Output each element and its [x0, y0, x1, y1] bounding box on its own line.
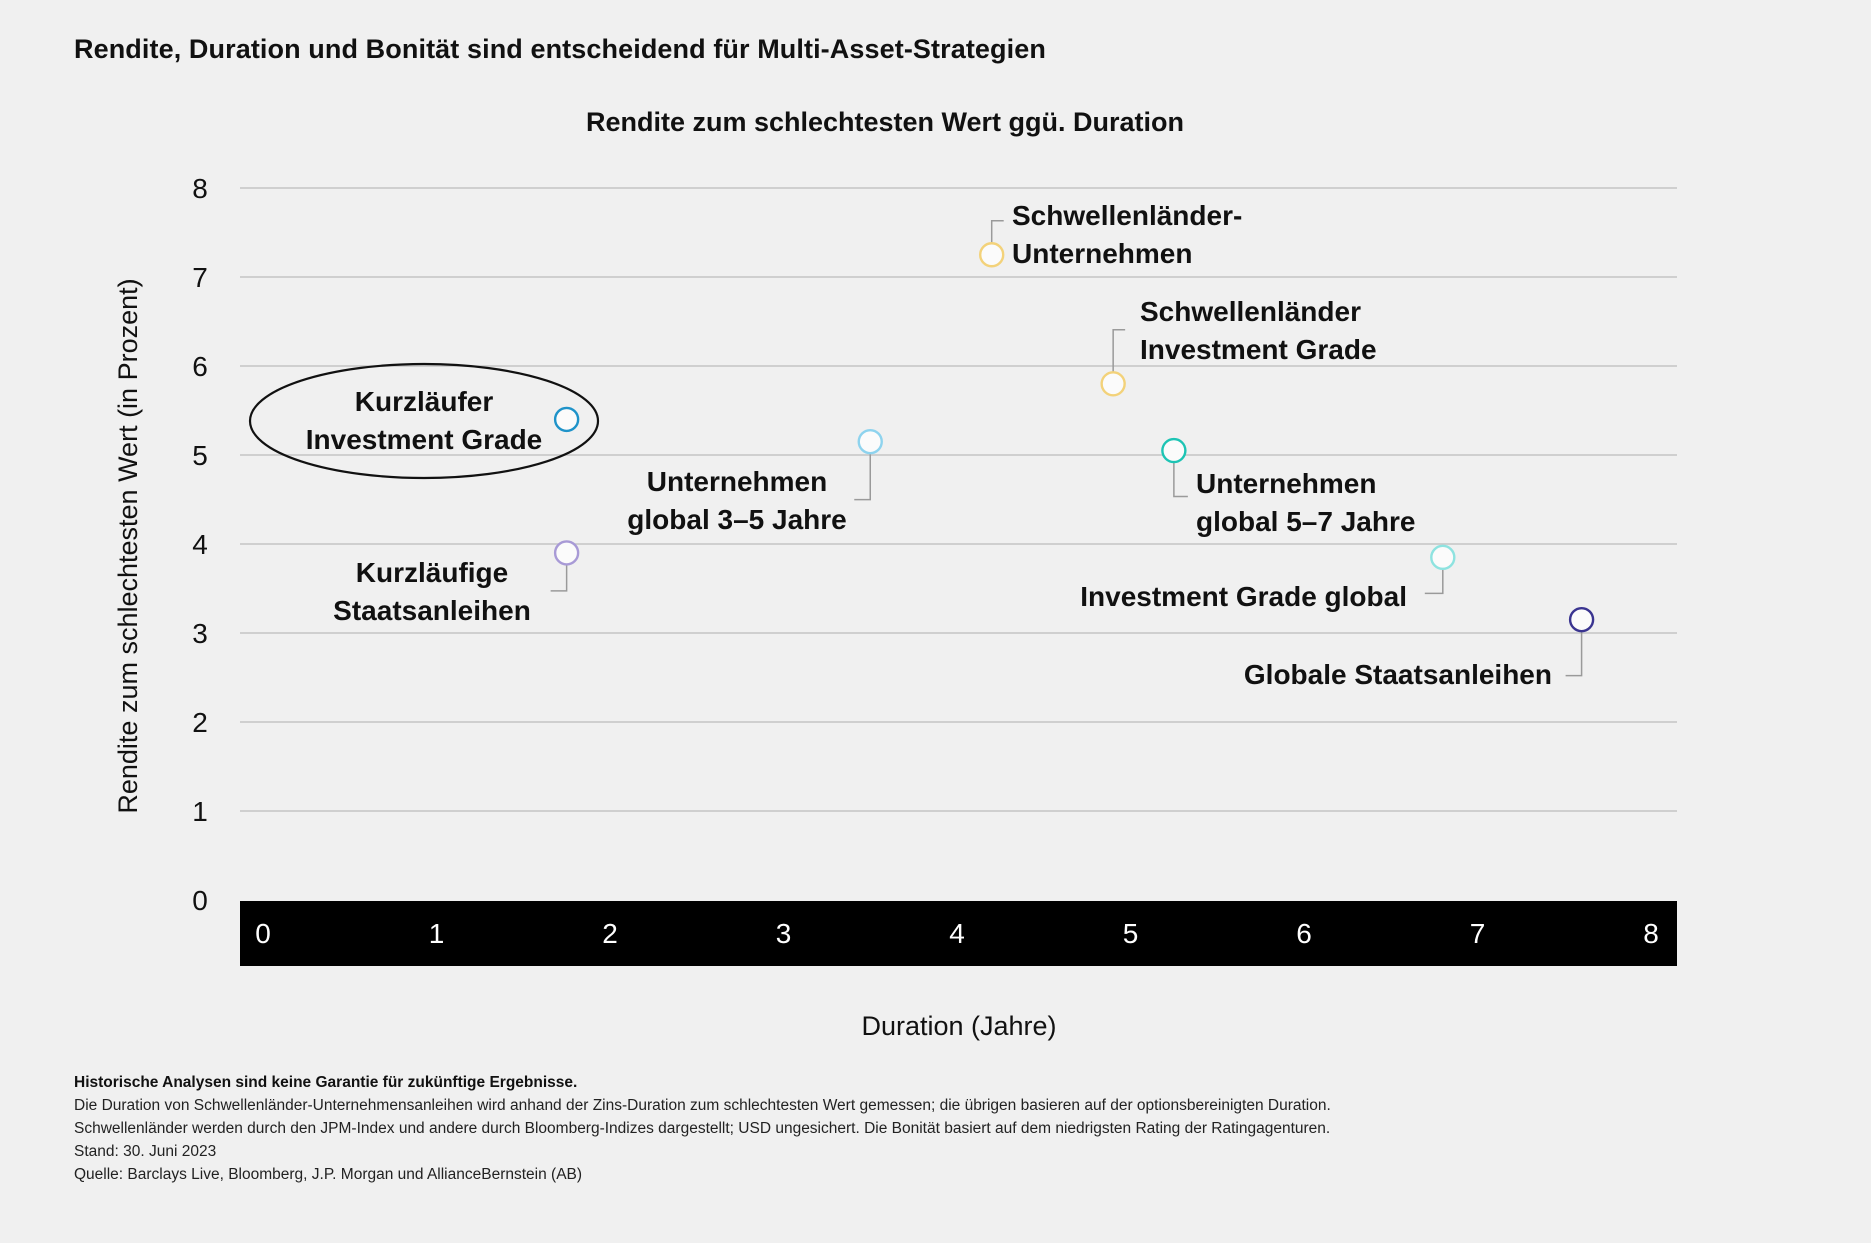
data-point-marker — [1161, 437, 1187, 464]
x-tick-label: 3 — [776, 918, 792, 949]
point-label-line: Schwellenländer- — [1012, 200, 1242, 231]
data-points — [553, 242, 1595, 633]
x-tick-label: 6 — [1296, 918, 1312, 949]
y-tick-label: 8 — [192, 173, 208, 204]
connector-line — [1173, 462, 1188, 498]
point-label-line: Kurzläufige — [356, 557, 508, 588]
footnote-duration: Die Duration von Schwellenländer-Unterne… — [74, 1097, 1331, 1114]
page-title: Rendite, Duration und Bonität sind entsc… — [74, 34, 1046, 64]
footnotes: Historische Analysen sind keine Garantie… — [74, 1071, 1331, 1186]
footnote-disclaimer: Historische Analysen sind keine Garantie… — [74, 1074, 578, 1091]
y-axis-label: Rendite zum schlechtesten Wert (in Proze… — [113, 278, 143, 813]
point-label-line: Investment Grade — [306, 424, 543, 455]
y-tick-label: 7 — [192, 262, 208, 293]
point-labels: Kurzläufer Investment Grade Kurzläufige Sta… — [306, 200, 1552, 690]
data-point-marker — [1100, 371, 1126, 397]
x-tick-label: 4 — [949, 918, 965, 949]
point-label: Schwellenländer- Unternehmen — [1012, 200, 1242, 269]
footnote-source: Quelle: Barclays Live, Bloomberg, J.P. M… — [74, 1166, 583, 1183]
connector-line — [1565, 631, 1583, 677]
data-point-marker — [857, 428, 883, 455]
chart-title: Rendite zum schlechtesten Wert ggü. Dura… — [586, 107, 1184, 137]
y-tick-label: 2 — [192, 707, 208, 738]
x-tick-label: 5 — [1123, 918, 1139, 949]
point-label-line: Schwellenländer — [1140, 296, 1361, 327]
point-label-line: Unternehmen — [1196, 468, 1376, 499]
y-tick-label: 0 — [192, 885, 208, 916]
y-tick-label: 5 — [192, 440, 208, 471]
y-tick-label: 4 — [192, 529, 208, 560]
point-label-line: Unternehmen — [1012, 238, 1192, 269]
data-point-marker — [553, 406, 580, 433]
footnote-indices: Schwellenländer werden durch den JPM-Ind… — [74, 1120, 1331, 1137]
data-point-marker — [553, 540, 580, 566]
data-point-marker — [1430, 544, 1456, 571]
point-label-line: Staatsanleihen — [333, 595, 531, 626]
data-point-marker — [979, 242, 1005, 268]
point-label: Schwellenländer Investment Grade — [1140, 296, 1377, 365]
x-axis-band — [240, 901, 1677, 966]
x-tick-label: 7 — [1470, 918, 1486, 949]
connector-line — [990, 220, 1004, 243]
point-label: Unternehmen global 5–7 Jahre — [1196, 468, 1415, 537]
chart-gridlines — [240, 187, 1677, 812]
y-axis-ticks: 0 1 2 3 4 5 6 7 8 — [192, 173, 208, 916]
connector-line — [1424, 569, 1444, 595]
data-point-marker — [1568, 606, 1595, 633]
point-label: Investment Grade global — [1080, 581, 1407, 612]
y-tick-label: 1 — [192, 796, 208, 827]
x-tick-label: 1 — [429, 918, 445, 949]
y-tick-label: 3 — [192, 618, 208, 649]
connector-line — [1112, 329, 1126, 372]
point-label: Kurzläufer Investment Grade — [306, 386, 543, 455]
point-label-line: Investment Grade global — [1080, 581, 1407, 612]
x-tick-label: 2 — [602, 918, 618, 949]
x-axis-ticks: 0 1 2 3 4 5 6 7 8 — [255, 918, 1659, 949]
point-label: Kurzläufige Staatsanleihen — [333, 557, 531, 626]
point-label-line: global 5–7 Jahre — [1196, 506, 1415, 537]
x-tick-label: 8 — [1643, 918, 1659, 949]
point-label-line: global 3–5 Jahre — [627, 504, 846, 535]
x-tick-label: 0 — [255, 918, 271, 949]
highlight-ellipse — [248, 362, 600, 480]
label-connectors — [550, 220, 1583, 677]
point-label-line: Unternehmen — [647, 466, 827, 497]
connector-line — [854, 453, 871, 501]
point-label-line: Globale Staatsanleihen — [1244, 659, 1552, 690]
x-axis-label: Duration (Jahre) — [861, 1011, 1056, 1041]
y-tick-label: 6 — [192, 351, 208, 382]
point-label-line: Investment Grade — [1140, 334, 1377, 365]
footnote-date: Stand: 30. Juni 2023 — [74, 1143, 217, 1160]
point-label-line: Kurzläufer — [355, 386, 494, 417]
connector-line — [550, 564, 568, 592]
point-label: Unternehmen global 3–5 Jahre — [627, 466, 846, 535]
point-label: Globale Staatsanleihen — [1244, 659, 1552, 690]
